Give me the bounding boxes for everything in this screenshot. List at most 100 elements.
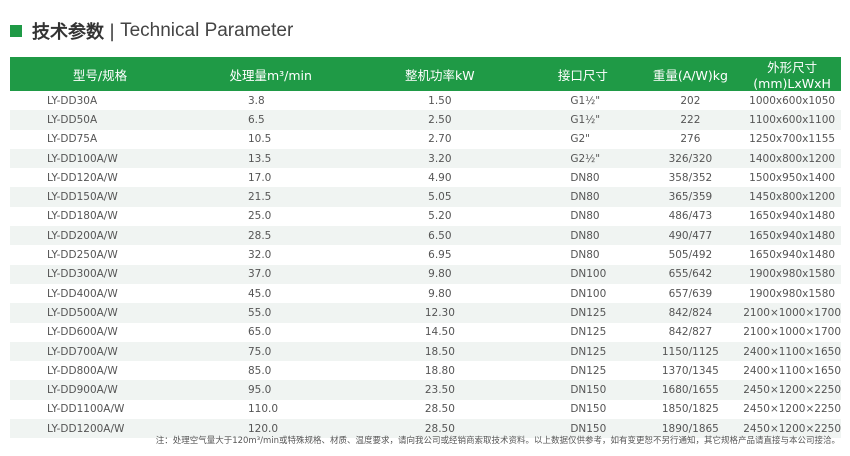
table-cell: 1370/1345 (661, 364, 719, 377)
table-cell: 65.0 (247, 326, 272, 339)
table-row: LY-DD400A/W 45.0 9.80 DN100 657/639 1900x980x… (10, 284, 841, 303)
table-cell: 14.50 (424, 326, 455, 339)
table-cell: 3.20 (351, 148, 529, 169)
table-row: LY-DD900A/W 95.0 23.50 DN150 1680/1655 2450×1… (10, 380, 841, 400)
table-cell: 28.50 (424, 403, 455, 416)
table-cell: 28.50 (351, 419, 529, 439)
table-cell: DN150 (528, 419, 638, 439)
table-cell: 505/492 (668, 249, 713, 262)
table-cell: 3.8 (247, 94, 265, 107)
column-header: 重量(A/W)kg (637, 57, 744, 91)
table-row: LY-DD500A/W 55.0 12.30 DN125 842/824 2100×100… (10, 303, 841, 323)
table-cell: DN100 (528, 264, 638, 284)
table-cell: 55.0 (189, 303, 352, 323)
table-cell: DN80 (570, 210, 600, 223)
section-title: 技术参数 | Technical Parameter (10, 18, 293, 44)
table-header: 型号/规格 处理量m³/min 整机功率kW 接口尺寸 重量(A/W)kg 外形尺寸(mm… (10, 57, 841, 91)
table-cell: LY-DD600A/W (47, 326, 118, 339)
table-cell: 1000x600x1050 (749, 94, 836, 107)
table-row: LY-DD300A/W 37.0 9.80 DN100 655/642 1900x980x… (10, 264, 841, 284)
table-cell: DN125 (570, 364, 607, 377)
table-cell: 75.0 (189, 341, 352, 362)
table-cell: 45.0 (247, 287, 272, 300)
table-cell: G2" (570, 133, 590, 146)
footnote: 注：处理空气量大于120m³/min或特殊规格、材质、温度要求，请向我公司或经销… (155, 436, 840, 446)
table-cell: 5.05 (351, 187, 529, 207)
table-cell: 6.50 (351, 226, 529, 246)
table-cell: 18.80 (424, 364, 455, 377)
table-row: LY-DD1100A/W 110.0 28.50 DN150 1850/1825 2450… (10, 400, 841, 419)
table-row: LY-DD100A/W 13.5 3.20 G2½" 326/320 1400x800x1… (10, 148, 841, 169)
table-cell: DN150 (570, 403, 607, 416)
table-cell: 32.0 (247, 249, 272, 262)
table-cell: LY-DD75A (47, 133, 98, 146)
table-cell: LY-DD500A/W (10, 303, 190, 323)
column-header: 整机功率kW (351, 57, 529, 91)
table-cell: 2100×1000×1700 (743, 326, 841, 339)
table-cell: LY-DD900A/W (10, 380, 190, 400)
table-cell: 120.0 (189, 419, 352, 439)
table-cell: 2400×1100×1650 (743, 364, 841, 377)
table-cell: 5.20 (428, 210, 452, 223)
table-cell: 95.0 (189, 380, 352, 400)
table-row: LY-DD200A/W 28.5 6.50 DN80 490/477 1650x940x1… (10, 226, 841, 246)
table-cell: 4.90 (428, 171, 452, 184)
table-cell: DN150 (528, 380, 638, 400)
table-cell: DN80 (528, 226, 638, 246)
table-cell: 655/642 (637, 264, 744, 284)
table-cell: LY-DD200A/W (10, 226, 190, 246)
table-cell: 202 (680, 94, 701, 107)
table-cell: G1½" (570, 94, 601, 107)
table-cell: 21.5 (189, 187, 352, 207)
table-cell: 1890/1865 (637, 419, 744, 439)
table-cell: LY-DD120A/W (47, 171, 118, 184)
table-cell: 486/473 (668, 210, 713, 223)
table-cell: 6.95 (428, 249, 452, 262)
table-cell: DN125 (528, 303, 638, 323)
table-cell: 1680/1655 (637, 380, 744, 400)
table-cell: 85.0 (247, 364, 272, 377)
table-cell: 2400×1100×1650 (743, 341, 841, 362)
table-cell: DN80 (528, 187, 638, 207)
table-cell: 25.0 (247, 210, 272, 223)
table-cell: 1650x940x1480 (743, 226, 841, 246)
table-cell: 1250x700x1155 (749, 133, 836, 146)
table-cell: LY-DD300A/W (10, 264, 190, 284)
table-cell: 9.80 (351, 264, 529, 284)
table-cell: LY-DD30A (47, 94, 98, 107)
table-cell: 17.0 (247, 171, 272, 184)
table-cell: LY-DD700A/W (10, 341, 190, 362)
table-cell: 10.5 (247, 133, 272, 146)
table-cell: 6.5 (189, 110, 352, 130)
table-cell: 1650x940x1480 (749, 210, 836, 223)
title-cn: 技术参数 (32, 22, 104, 43)
title-separator: | (109, 20, 116, 42)
table-cell: 1.50 (428, 94, 452, 107)
table-cell: 37.0 (189, 264, 352, 284)
table-cell: 1400x800x1200 (743, 148, 841, 169)
table-cell: LY-DD50A (10, 110, 190, 130)
table-cell: 842/824 (637, 303, 744, 323)
table-cell: LY-DD1200A/W (10, 419, 190, 439)
table-cell: 1650x940x1480 (749, 249, 836, 262)
table-cell: 1850/1825 (661, 403, 719, 416)
table-cell: LY-DD1100A/W (47, 403, 125, 416)
table-cell: 222 (637, 110, 744, 130)
table-cell: LY-DD150A/W (10, 187, 190, 207)
table-row: LY-DD800A/W 85.0 18.80 DN125 1370/1345 2400×1… (10, 361, 841, 380)
column-header: 接口尺寸 (528, 57, 638, 91)
title-en: Technical Parameter (120, 20, 294, 41)
table-row: LY-DD1200A/W 120.0 28.50 DN150 1890/1865 2450… (10, 419, 841, 439)
table-cell: 1450x800x1200 (743, 187, 841, 207)
column-header: 外形尺寸(mm)LxWxH (743, 57, 841, 91)
table-cell: 842/827 (668, 326, 713, 339)
table-cell: 1900x980x1580 (743, 264, 841, 284)
table-cell: 2.70 (428, 133, 452, 146)
table-cell: 276 (680, 133, 701, 146)
parameter-table: 型号/规格 处理量m³/min 整机功率kW 接口尺寸 重量(A/W)kg 外形尺寸(mm… (10, 57, 841, 439)
table-cell: DN125 (570, 326, 607, 339)
table-cell: DN125 (528, 341, 638, 362)
table-row: LY-DD600A/W 65.0 14.50 DN125 842/827 2100×100… (10, 323, 841, 342)
table-cell: 365/359 (637, 187, 744, 207)
column-header: 处理量m³/min (189, 57, 352, 91)
